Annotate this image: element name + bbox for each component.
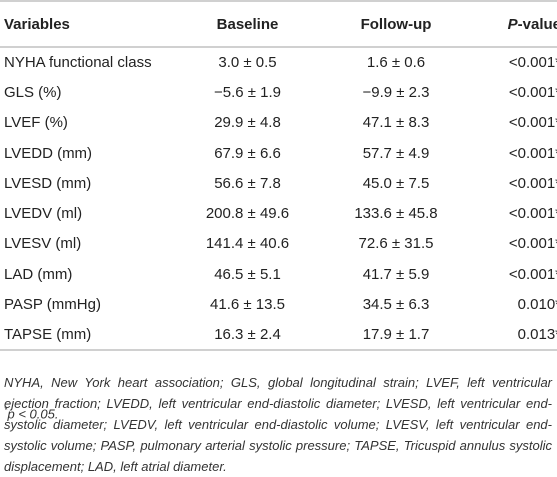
cell-variable: PASP (mmHg) bbox=[4, 296, 101, 314]
table-row: LVEF (%) 29.9 ± 4.8 47.1 ± 8.3 <0.001* bbox=[0, 108, 557, 138]
cell-followup: 17.9 ± 1.7 bbox=[362, 325, 430, 343]
cell-followup: 57.7 ± 4.9 bbox=[362, 144, 430, 162]
cell-baseline: 41.6 ± 13.5 bbox=[210, 296, 285, 314]
cell-pvalue: <0.001* bbox=[508, 235, 557, 253]
cell-followup: 45.0 ± 7.5 bbox=[362, 174, 430, 192]
significance-footnote: *p < 0.05. bbox=[4, 405, 58, 421]
cell-pvalue: <0.001* bbox=[508, 174, 557, 192]
cell-variable: LVESD (mm) bbox=[4, 174, 92, 192]
cell-followup: −9.9 ± 2.3 bbox=[362, 83, 430, 101]
cell-baseline: −5.6 ± 1.9 bbox=[213, 83, 282, 101]
cell-variable: GLS (%) bbox=[4, 83, 62, 101]
header-row: Variables Baseline Follow-up P-value bbox=[0, 1, 557, 47]
header-baseline: Baseline bbox=[216, 15, 279, 33]
header-followup: Follow-up bbox=[360, 15, 432, 33]
cell-pvalue: <0.001* bbox=[508, 265, 557, 283]
header-variables: Variables bbox=[4, 15, 70, 33]
table-row: LAD (mm) 46.5 ± 5.1 41.7 ± 5.9 <0.001* bbox=[0, 259, 557, 289]
table-row: GLS (%) −5.6 ± 1.9 −9.9 ± 2.3 <0.001* bbox=[0, 77, 557, 107]
cell-baseline: 56.6 ± 7.8 bbox=[214, 174, 281, 192]
cell-variable: NYHA functional class bbox=[4, 54, 152, 72]
cell-baseline: 29.9 ± 4.8 bbox=[214, 114, 281, 132]
cell-variable: TAPSE (mm) bbox=[4, 325, 92, 343]
cell-variable: LVEF (%) bbox=[4, 114, 68, 132]
header-pvalue-rest: -value bbox=[517, 15, 557, 33]
cell-pvalue: 0.013* bbox=[517, 325, 557, 343]
cell-pvalue: <0.001* bbox=[508, 114, 557, 132]
table-row: PASP (mmHg) 41.6 ± 13.5 34.5 ± 6.3 0.010… bbox=[0, 289, 557, 319]
cell-baseline: 16.3 ± 2.4 bbox=[214, 325, 281, 343]
cell-baseline: 46.5 ± 5.1 bbox=[214, 265, 281, 283]
table-row: LVEDV (ml) 200.8 ± 49.6 133.6 ± 45.8 <0.… bbox=[0, 198, 557, 228]
table-body: NYHA functional class 3.0 ± 0.5 1.6 ± 0.… bbox=[0, 47, 557, 350]
cell-baseline: 141.4 ± 40.6 bbox=[205, 235, 290, 253]
table-row: LVEDD (mm) 67.9 ± 6.6 57.7 ± 4.9 <0.001* bbox=[0, 138, 557, 168]
cell-variable: LVEDD (mm) bbox=[4, 144, 93, 162]
significance-text: p < 0.05. bbox=[7, 406, 59, 422]
table-row: LVESD (mm) 56.6 ± 7.8 45.0 ± 7.5 <0.001* bbox=[0, 168, 557, 198]
cell-followup: 41.7 ± 5.9 bbox=[362, 265, 430, 283]
table-header: Variables Baseline Follow-up P-value bbox=[0, 1, 557, 47]
cell-followup: 1.6 ± 0.6 bbox=[366, 54, 426, 72]
cell-pvalue: <0.001* bbox=[508, 83, 557, 101]
table-row: NYHA functional class 3.0 ± 0.5 1.6 ± 0.… bbox=[0, 47, 557, 77]
cell-pvalue: <0.001* bbox=[508, 205, 557, 223]
cell-variable: LVEDV (ml) bbox=[4, 205, 83, 223]
cell-followup: 133.6 ± 45.8 bbox=[354, 205, 438, 223]
cell-baseline: 200.8 ± 49.6 bbox=[205, 205, 290, 223]
cell-followup: 72.6 ± 31.5 bbox=[358, 235, 434, 253]
cell-baseline: 67.9 ± 6.6 bbox=[214, 144, 281, 162]
table-row: LVESV (ml) 141.4 ± 40.6 72.6 ± 31.5 <0.0… bbox=[0, 229, 557, 259]
cell-followup: 47.1 ± 8.3 bbox=[362, 114, 430, 132]
cell-baseline: 3.0 ± 0.5 bbox=[218, 54, 277, 72]
cell-pvalue: <0.001* bbox=[508, 144, 557, 162]
cell-variable: LVESV (ml) bbox=[4, 235, 82, 253]
cell-pvalue: <0.001* bbox=[508, 54, 557, 72]
abbreviations-footnote: NYHA, New York heart association; GLS, g… bbox=[4, 375, 552, 474]
significance-mark: * bbox=[4, 405, 8, 415]
cell-variable: LAD (mm) bbox=[4, 265, 73, 283]
table-row: TAPSE (mm) 16.3 ± 2.4 17.9 ± 1.7 0.013* bbox=[0, 320, 557, 350]
header-pvalue-italic: P bbox=[507, 15, 518, 33]
cell-pvalue: 0.010* bbox=[517, 296, 557, 314]
header-pvalue: P-value bbox=[471, 1, 557, 47]
results-table: Variables Baseline Follow-up P-value NYH… bbox=[0, 1, 557, 350]
cell-followup: 34.5 ± 6.3 bbox=[362, 296, 430, 314]
